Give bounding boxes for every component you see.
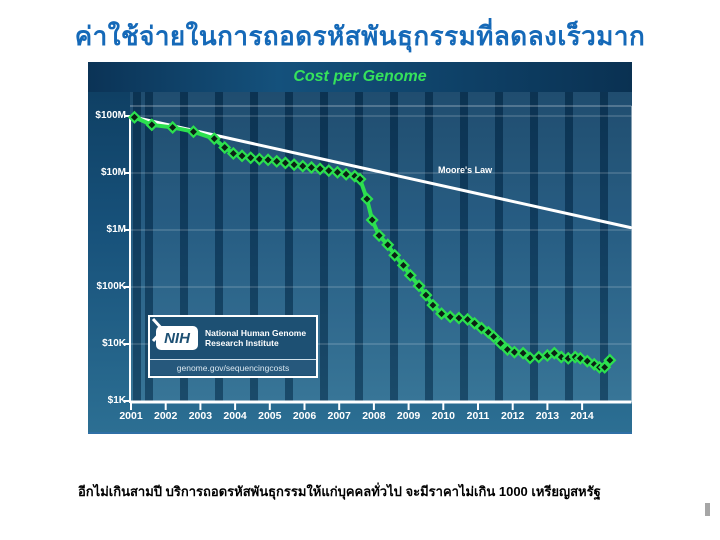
y-tick-label: $1M <box>106 224 126 235</box>
data-point-marker <box>598 360 612 374</box>
slide-title: ค่าใช้จ่ายในการถอดรหัสพันธุกรรมที่ลดลงเร… <box>74 21 646 51</box>
x-tick-label: 2012 <box>501 410 525 422</box>
x-tick-label: 2010 <box>431 410 455 422</box>
nih-logo-mark: NIH <box>151 317 198 350</box>
data-point-marker <box>435 307 449 321</box>
data-point-marker <box>532 350 546 364</box>
data-point-marker <box>353 172 367 186</box>
y-tick-label: $10M <box>100 167 126 178</box>
y-tick-label: $100K <box>96 281 126 292</box>
data-point-marker <box>270 154 284 168</box>
data-point-marker <box>467 316 482 330</box>
data-point-marker <box>360 192 374 206</box>
x-tick-label: 2008 <box>362 410 386 422</box>
data-point-marker <box>339 167 353 181</box>
data-point-marker <box>127 110 142 124</box>
data-point-marker <box>487 330 501 344</box>
x-tick-label: 2009 <box>396 410 421 422</box>
institute-line2: Research Institute <box>205 338 279 348</box>
data-point-marker <box>145 118 159 132</box>
data-point-marker <box>381 238 395 252</box>
data-point-marker <box>261 153 275 167</box>
y-tick-label: $100M <box>95 110 126 121</box>
data-point-marker <box>372 228 386 243</box>
nih-acronym: NIH <box>156 326 198 350</box>
slide-caption: อีกไม่เกินสามปี บริการถอดรหัสพันธุกรรมให… <box>78 484 601 499</box>
data-point-marker <box>330 165 345 179</box>
y-tick-label: $1K <box>107 395 126 406</box>
data-point-marker <box>419 288 433 302</box>
data-point-marker <box>287 158 301 172</box>
data-point-marker <box>603 353 617 367</box>
data-point-marker <box>516 346 530 360</box>
nih-chevron-icon <box>151 317 165 343</box>
data-point-marker <box>396 258 410 272</box>
data-point-marker <box>313 162 327 176</box>
moores-law-line <box>132 115 632 230</box>
x-tick-label: 2003 <box>188 410 213 422</box>
data-point-marker <box>322 164 336 178</box>
cost-per-genome-chart: Cost per Genome $100M $10M $1M $100K $10K $1K… <box>88 62 632 434</box>
x-tick-label: 2006 <box>292 410 317 422</box>
data-point-marker <box>166 120 180 134</box>
x-tick-label: 2004 <box>223 410 247 422</box>
data-point-marker <box>278 156 292 170</box>
chart-title: Cost per Genome <box>293 68 427 85</box>
data-point-marker <box>365 213 379 227</box>
data-point-marker <box>186 125 201 139</box>
data-point-marker <box>218 140 232 155</box>
x-tick-label: 2007 <box>327 410 351 422</box>
data-point-marker <box>388 248 402 262</box>
institute-line1: National Human Genome <box>205 327 307 338</box>
x-tick-label: 2013 <box>535 410 560 422</box>
data-point-marker <box>493 336 508 350</box>
data-point-marker <box>207 132 221 146</box>
chart-canvas <box>124 105 632 410</box>
genome-url: genome.gov/sequencingcosts <box>150 359 316 375</box>
x-tick-label: 2002 <box>154 410 178 422</box>
data-point-marker <box>403 268 417 282</box>
nih-logo-box: NIH National Human Genome Research Insti… <box>148 315 318 378</box>
x-tick-label: 2014 <box>570 410 594 422</box>
x-tick-label: 2001 <box>119 410 143 422</box>
chart-header-banner: Cost per Genome <box>88 62 632 92</box>
x-tick-label: 2005 <box>258 410 282 422</box>
y-tick-label: $10K <box>102 338 126 349</box>
x-tick-label: 2011 <box>466 410 490 422</box>
data-point-marker <box>412 279 426 293</box>
slide-corner-mark <box>705 503 710 516</box>
moores-law-label: Moore's Law <box>438 165 493 175</box>
data-point-marker <box>426 298 440 312</box>
institute-name: National Human Genome Research Institute <box>205 328 306 349</box>
data-point-marker <box>304 160 318 175</box>
